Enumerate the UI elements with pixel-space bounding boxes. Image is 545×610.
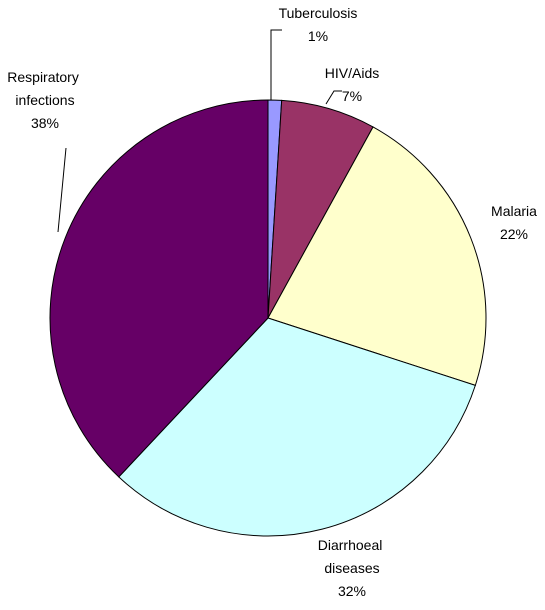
slice-label: Malaria	[491, 203, 537, 219]
label-line: Malaria	[491, 203, 537, 219]
slice-label: Diarrhoeal diseases	[318, 537, 386, 576]
slice-label: Tuberculosis	[279, 5, 358, 21]
pie-slice	[118, 317, 476, 537]
label-line: Diarrhoeal	[318, 537, 386, 553]
leader-line	[270, 29, 282, 100]
value-label: 1%	[308, 28, 328, 44]
pie-slice	[49, 99, 269, 478]
pie-slice	[267, 126, 487, 386]
value-label: 22%	[500, 226, 528, 242]
value-label: 38%	[31, 115, 59, 131]
label-line: Tuberculosis	[279, 5, 358, 21]
value-label: 7%	[342, 88, 362, 104]
leader-line	[57, 147, 67, 233]
label-line: diseases	[324, 560, 379, 576]
value-label: 32%	[338, 583, 366, 599]
labels: Tuberculosis 1% HIV/Aids 7% Malaria 22% Diarrh…	[7, 5, 537, 599]
label-line: Respiratory	[7, 69, 82, 85]
label-line: HIV/Aids	[325, 65, 379, 81]
slice-label: HIV/Aids	[325, 65, 379, 81]
slice-label: Respiratory infections	[7, 69, 82, 108]
leader-line	[325, 90, 342, 105]
pie	[49, 99, 487, 537]
label-line: infections	[15, 92, 74, 108]
